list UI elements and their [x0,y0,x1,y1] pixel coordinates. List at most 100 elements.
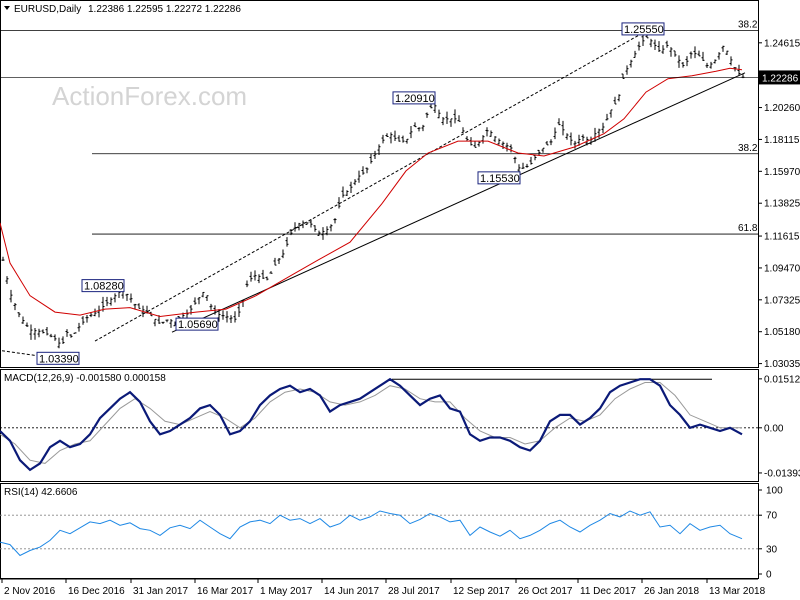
macd-signal-line [0,382,742,464]
ohlc-bar [113,293,117,303]
ohlc-bar [273,257,277,266]
price-tick-label: 1.09470 [764,263,800,274]
ohlc-bar [713,59,717,64]
ohlc-bar [13,302,17,311]
ohlc-bar [201,291,205,298]
svg-text:1.05690: 1.05690 [178,319,218,331]
ohlc-bar [657,41,661,53]
ohlc-bar [77,322,81,332]
price-tick-label: 1.20260 [764,103,800,114]
rsi-tick-label: 30 [766,544,778,555]
rsi-y-axis: 100 70 30 0 [758,486,783,581]
ohlc-bar [33,328,37,340]
price-tick-label: 1.07325 [764,295,800,306]
ohlc-bar [17,312,21,318]
svg-text:1.08280: 1.08280 [84,281,124,293]
ohlc-bar [9,289,13,303]
ohlc-bar [485,127,489,137]
date-tick-label: 16 Mar 2017 [197,586,254,597]
ohlc-bar [261,269,265,280]
ohlc-bar [93,308,97,317]
ohlc-bar [633,50,637,58]
ohlc-bar [237,303,241,318]
rsi-tick-label: 0 [766,570,772,581]
ohlc-bar [169,319,173,328]
ohlc-bar [301,220,305,229]
macd-title: MACD(12,26,9) -0.001580 0.000158 [4,373,166,384]
ohlc-bar [509,144,513,153]
ohlc-bar [381,134,385,144]
date-tick-label: 26 Jan 2018 [644,586,699,597]
ohlc-bar [693,46,697,59]
ohlc-bar [37,328,41,338]
ohlc-bar [125,293,129,301]
svg-text:1.20910: 1.20910 [395,93,435,105]
ohlc-bar [729,56,733,66]
price-tick-label: 1.03035 [764,359,800,370]
price-annotation: 1.08280 [81,279,125,293]
ohlc-bar [513,156,517,164]
ohlc-bar [153,318,157,327]
ohlc-bar [61,336,65,344]
ohlc-bar [505,142,509,152]
ohlc-bar [353,179,357,186]
ohlc-bar [257,274,261,284]
ohlc-bar [401,135,405,143]
svg-text:1.15530: 1.15530 [480,173,520,185]
price-annotation: 1.15530 [477,171,521,185]
ohlc-bar [437,109,441,119]
ohlc-bar [681,61,685,68]
ohlc-bar [529,156,533,165]
ohlc-bar [397,135,401,142]
ohlc-bar [337,197,341,209]
macd-tick-label: -0.013938 [764,468,800,479]
price-annotation: 1.25550 [621,22,665,36]
ohlc-bar [457,115,461,122]
rsi-tick-label: 70 [766,511,778,522]
ohlc-bar [421,124,425,132]
last-price-box [759,70,800,85]
ohlc-bar [405,138,409,144]
ohlc-bar [641,34,645,47]
ohlc-bar [317,230,321,236]
ohlc-bar [357,170,361,183]
ohlc-bar [625,65,629,75]
ohlc-bar [609,109,613,118]
ohlc-bar [393,130,397,142]
date-tick-label: 28 Jul 2017 [388,586,440,597]
price-candles [1,32,745,349]
ohlc-bar [233,311,237,323]
price-pane-frame [0,0,759,368]
price-tick-label: 1.15970 [764,167,800,178]
ohlc-bar [533,154,537,161]
ohlc-bar [433,102,437,114]
ohlc-bar [477,141,481,147]
date-tick-label: 16 Dec 2016 [68,586,125,597]
date-tick-label: 2 Nov 2016 [4,586,56,597]
dropdown-arrow-icon[interactable] [4,6,10,10]
ohlc-bar [165,319,169,323]
price-tick-label: 1.11615 [764,232,800,243]
ohlc-bar [413,122,417,128]
date-tick-label: 12 Sep 2017 [453,586,510,597]
ohlc-bar [685,56,689,67]
ohlc-bar [225,311,229,323]
ohlc-bar [229,315,233,323]
ohlc-bar [501,141,505,150]
date-tick-label: 13 Mar 2018 [709,586,766,597]
date-tick-label: 31 Jan 2017 [133,586,188,597]
ohlc-bar [561,120,565,136]
ohlc-bar [493,136,497,143]
ohlc-bar [577,134,581,146]
macd-main-line [0,377,743,472]
ohlc-bar [605,113,609,121]
ohlc-bar [649,38,653,48]
ohlc-bar [285,237,289,247]
macd-y-axis: 0.01512 0.00 -0.013938 [758,374,800,479]
price-annotation: 1.20910 [392,91,436,105]
ohlc-bar [377,144,381,155]
ohlc-bar [737,64,741,76]
ohlc-bar [669,47,673,57]
ohlc-bar [581,134,585,141]
moving-average-line [0,67,743,318]
